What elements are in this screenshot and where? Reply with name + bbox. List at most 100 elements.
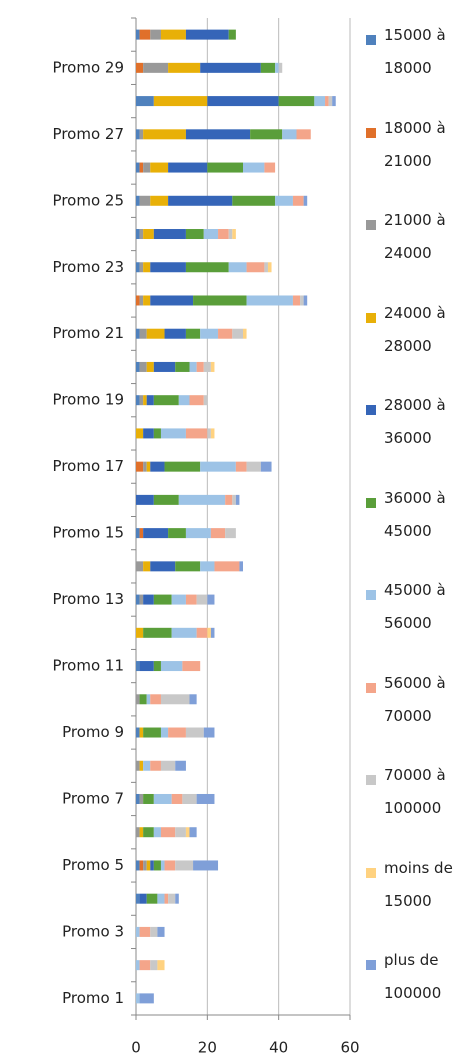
bar-segment (296, 129, 311, 140)
bar-segment (143, 727, 161, 738)
bar-segment (275, 62, 279, 73)
bar-segment (143, 262, 151, 273)
bar-segment (139, 395, 144, 406)
y-tick-label: Promo 9 (62, 723, 124, 741)
bar-segment (136, 528, 140, 539)
bar-segment (150, 760, 161, 771)
bar-segment (153, 827, 161, 838)
x-tick-label: 20 (198, 1039, 217, 1057)
bar-segment (146, 860, 151, 871)
bar-segment (243, 328, 247, 339)
bar-segment (136, 561, 144, 572)
bar-segment (171, 594, 186, 605)
bar-segment (139, 661, 154, 672)
y-tick-label: Promo 5 (62, 856, 124, 874)
bar-segment (228, 262, 247, 273)
bar-segment (139, 727, 144, 738)
bar-segment (150, 926, 158, 937)
bar-segment (243, 162, 265, 173)
bar-segment (136, 627, 144, 638)
bar-segment (136, 229, 140, 240)
bar-segment (143, 760, 151, 771)
bar-segment (150, 262, 186, 273)
bar-segment (225, 528, 236, 539)
bar-segment (153, 661, 161, 672)
bar-segment (207, 162, 243, 173)
bar-segment (157, 893, 165, 904)
y-tick-label: Promo 11 (53, 657, 124, 675)
legend-item: moins de 15000 (366, 859, 464, 918)
legend-swatch (366, 590, 376, 600)
bar-segment (210, 627, 215, 638)
bar-segment (185, 428, 208, 439)
legend-label: 56000 à 70000 (384, 673, 446, 725)
y-tick-label: Promo 17 (53, 457, 124, 475)
legend-swatch (366, 220, 376, 230)
bar-segment (185, 827, 190, 838)
bar-segment (160, 428, 186, 439)
bar-segment (196, 627, 208, 638)
bar-segment (146, 694, 151, 705)
bar-segment (136, 328, 140, 339)
bar-segment (164, 893, 169, 904)
bar-segment (193, 860, 219, 871)
bar-segment (150, 860, 154, 871)
bar-segment (210, 361, 215, 372)
bar-segment (139, 793, 144, 804)
bar-segment (182, 661, 201, 672)
bar-segment (160, 860, 165, 871)
bar-segment (136, 162, 140, 173)
bar-segment (164, 860, 176, 871)
legend-label: 18000 à 21000 (384, 118, 446, 170)
bar-segment (235, 461, 247, 472)
bar-segment (136, 594, 140, 605)
bar-segment (157, 960, 165, 971)
bar-segment (153, 96, 208, 107)
bar-segment (136, 295, 140, 306)
bar-segment (136, 96, 154, 107)
bar-segment (139, 328, 147, 339)
bar-segment (153, 361, 176, 372)
bar-segment (139, 993, 154, 1004)
legend-label: 28000 à 36000 (384, 396, 446, 447)
bar-segment (264, 262, 268, 273)
bar-segment (232, 229, 236, 240)
bar-segment (143, 860, 147, 871)
bar-segment (178, 494, 226, 505)
bar-segment (185, 528, 211, 539)
bar-segment (136, 428, 144, 439)
bar-segment (164, 461, 201, 472)
bar-segment (185, 594, 197, 605)
bar-segment (214, 561, 240, 572)
legend-label: 15000 à 18000 (384, 26, 446, 77)
bar-segment (200, 62, 261, 73)
bar-segment (239, 561, 243, 572)
legend-swatch (366, 960, 376, 970)
legend-swatch (366, 775, 376, 785)
bar-segment (328, 96, 333, 107)
bar-segment (203, 361, 211, 372)
bar-segment (232, 195, 276, 206)
bar-segment (303, 195, 308, 206)
bar-segment (196, 793, 215, 804)
bar-segment (160, 827, 176, 838)
bar-segment (332, 96, 336, 107)
y-tick-label: Promo 29 (53, 58, 124, 76)
bar-segment (185, 262, 229, 273)
bar-segment (200, 561, 215, 572)
bar-segment (150, 461, 165, 472)
bar-segment (139, 893, 147, 904)
bar-segment (143, 827, 154, 838)
bar-segment (175, 760, 186, 771)
bar-segment (143, 528, 169, 539)
bar-segment (300, 295, 304, 306)
legend-item: 45000 à 56000 (366, 581, 464, 640)
legend-swatch (366, 312, 376, 323)
bar-segment (143, 428, 154, 439)
bar-segment (150, 195, 169, 206)
bar-segment (160, 760, 176, 771)
bar-segment (139, 594, 144, 605)
bar-segment (139, 528, 144, 539)
y-tick-label: Promo 21 (53, 324, 124, 342)
bar-segment (136, 461, 144, 472)
